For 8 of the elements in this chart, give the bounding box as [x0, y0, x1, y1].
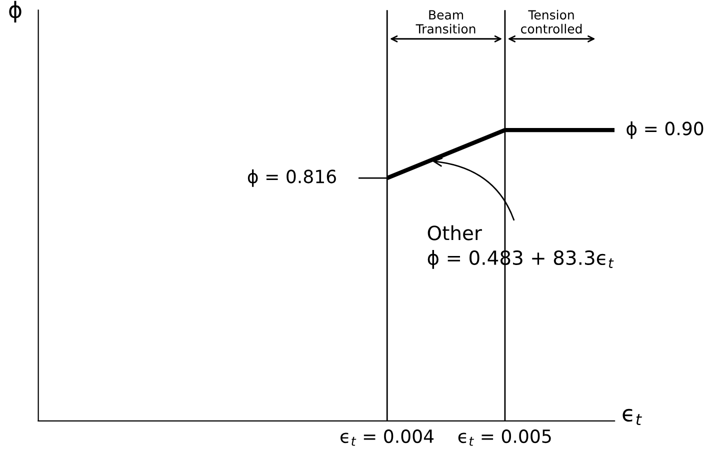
data-label: ϕ = 0.816	[248, 169, 336, 187]
x-tick-label: ϵ$_{t}$ = 0.005	[458, 429, 551, 446]
x-axis-title: ϵ$_{t}$	[622, 408, 642, 425]
annotation: Beam Transition	[416, 10, 476, 34]
data-label: ϕ = 0.90	[626, 121, 704, 139]
x-tick-label: ϵ$_{t}$ = 0.004	[340, 429, 434, 446]
y-axis-title: ϕ	[9, 0, 22, 22]
annotation: Tension controlled	[521, 10, 582, 34]
